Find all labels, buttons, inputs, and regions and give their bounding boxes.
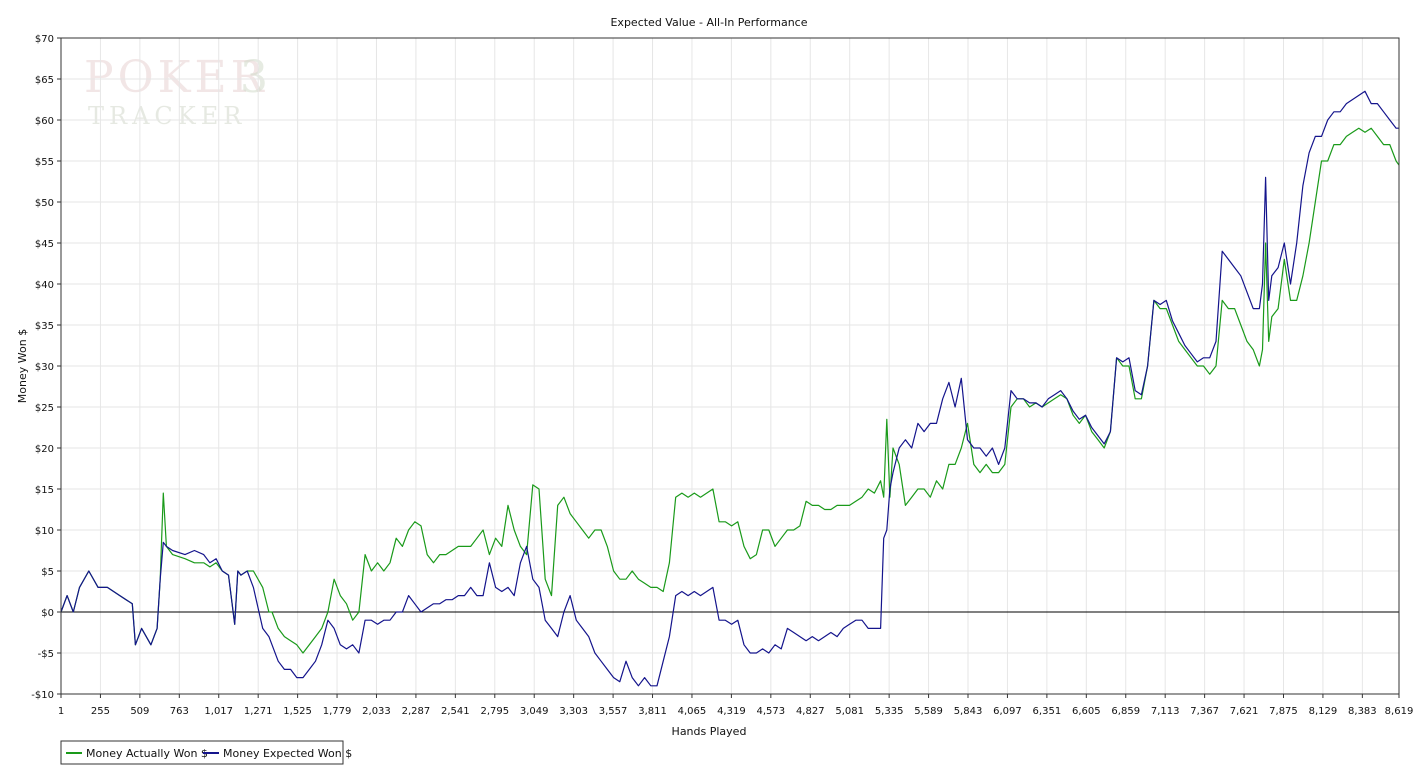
x-tick-label: 8,383 <box>1348 706 1377 717</box>
x-tick-label: 7,367 <box>1190 706 1219 717</box>
x-tick-label: 509 <box>130 706 149 717</box>
x-tick-label: 2,541 <box>441 706 470 717</box>
x-tick-label: 4,573 <box>757 706 786 717</box>
x-tick-label: 2,795 <box>480 706 509 717</box>
series-lines <box>60 90 1400 687</box>
x-tick-label: 1,779 <box>323 706 352 717</box>
y-tick-label: $15 <box>35 485 54 496</box>
x-tick-label: 5,335 <box>875 706 904 717</box>
y-tick-label: $45 <box>35 239 54 250</box>
x-tick-label: 1 <box>58 706 64 717</box>
x-tick-label: 2,287 <box>402 706 431 717</box>
x-tick-label: 6,351 <box>1033 706 1062 717</box>
x-tick-label: 2,033 <box>362 706 391 717</box>
x-tick-label: 7,875 <box>1269 706 1298 717</box>
y-tick-label: $20 <box>35 444 54 455</box>
x-tick-label: 6,097 <box>993 706 1022 717</box>
y-tick-label: $60 <box>35 116 54 127</box>
x-tick-label: 255 <box>91 706 110 717</box>
x-tick-label: 5,843 <box>954 706 983 717</box>
plot-area-border <box>60 37 1400 695</box>
watermark-line2: TRACKER <box>88 102 246 130</box>
x-tick-label: 5,589 <box>914 706 943 717</box>
watermark-line1: POKER <box>84 52 268 103</box>
x-axis-title: Hands Played <box>672 725 747 738</box>
y-tick-label: $30 <box>35 362 54 373</box>
x-tick-label: 1,271 <box>244 706 273 717</box>
y-tick-label: $25 <box>35 403 54 414</box>
x-tick-label: 4,827 <box>796 706 825 717</box>
y-axis-title: Money Won $ <box>16 329 29 403</box>
y-tick-label: $65 <box>35 75 54 86</box>
axis-ticks: -$10 -$5 $0 $5 $10 $15 $20 $25 $30 $35 $40 $45 $50 $5… <box>31 34 1413 717</box>
series-line-expected <box>60 90 1399 687</box>
legend-box <box>60 740 344 765</box>
x-tick-label: 4,065 <box>678 706 707 717</box>
poker-tracker-watermark: POKER 3 TRACKER <box>84 52 272 130</box>
x-tick-label: 7,113 <box>1151 706 1180 717</box>
x-tick-label: 6,605 <box>1072 706 1101 717</box>
y-tick-label: $10 <box>35 526 54 537</box>
y-tick-label: $70 <box>35 34 54 45</box>
x-tick-label: 8,129 <box>1309 706 1338 717</box>
x-tick-label: 3,557 <box>599 706 628 717</box>
x-tick-label: 1,017 <box>204 706 233 717</box>
y-tick-label: $35 <box>35 321 54 332</box>
x-tick-label: 6,859 <box>1111 706 1140 717</box>
legend-label-expected: Money Expected Won $ <box>223 747 352 760</box>
series-line-actual <box>60 127 1400 654</box>
y-tick-label: $40 <box>35 280 54 291</box>
x-tick-label: 763 <box>170 706 189 717</box>
x-tick-label: 3,303 <box>559 706 588 717</box>
y-tick-label: $55 <box>35 157 54 168</box>
x-tick-label: 8,619 <box>1385 706 1414 717</box>
x-tick-label: 3,049 <box>520 706 549 717</box>
grid-lines <box>61 38 1399 694</box>
x-tick-label: 7,621 <box>1230 706 1259 717</box>
y-tick-label: $5 <box>41 567 54 578</box>
x-tick-label: 4,319 <box>717 706 746 717</box>
chart-title: Expected Value - All-In Performance <box>610 16 807 29</box>
watermark-suffix: 3 <box>240 52 272 103</box>
y-tick-label: $50 <box>35 198 54 209</box>
x-tick-label: 3,811 <box>638 706 667 717</box>
y-tick-label: -$10 <box>31 690 54 701</box>
x-tick-label: 5,081 <box>835 706 864 717</box>
legend-label-actual: Money Actually Won $ <box>86 747 208 760</box>
y-tick-label: -$5 <box>38 649 54 660</box>
legend: Money Actually Won $ Money Expected Won … <box>60 740 352 765</box>
x-tick-label: 1,525 <box>283 706 312 717</box>
y-tick-label: $0 <box>41 608 54 619</box>
